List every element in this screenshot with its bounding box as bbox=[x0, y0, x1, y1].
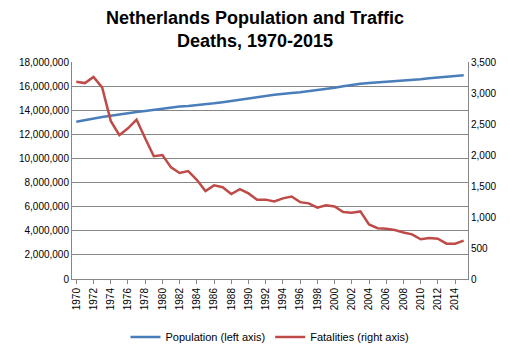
svg-text:500: 500 bbox=[471, 243, 488, 254]
svg-text:1,000: 1,000 bbox=[471, 212, 496, 223]
svg-text:14,000,000: 14,000,000 bbox=[19, 105, 69, 116]
svg-text:1986: 1986 bbox=[208, 288, 219, 311]
svg-text:2012: 2012 bbox=[432, 288, 443, 311]
svg-text:1994: 1994 bbox=[277, 288, 288, 311]
svg-text:2,000: 2,000 bbox=[471, 150, 496, 161]
svg-text:0: 0 bbox=[471, 274, 477, 285]
svg-text:8,000,000: 8,000,000 bbox=[25, 177, 70, 188]
svg-text:2008: 2008 bbox=[398, 288, 409, 311]
svg-text:2014: 2014 bbox=[449, 288, 460, 311]
svg-text:1998: 1998 bbox=[312, 288, 323, 311]
svg-text:1996: 1996 bbox=[294, 288, 305, 311]
svg-text:1980: 1980 bbox=[157, 288, 168, 311]
svg-text:16,000,000: 16,000,000 bbox=[19, 81, 69, 92]
svg-text:1990: 1990 bbox=[243, 288, 254, 311]
svg-text:2006: 2006 bbox=[380, 288, 391, 311]
svg-text:6,000,000: 6,000,000 bbox=[25, 201, 70, 212]
svg-text:2,000,000: 2,000,000 bbox=[25, 249, 70, 260]
svg-text:1,500: 1,500 bbox=[471, 181, 496, 192]
svg-text:1982: 1982 bbox=[174, 288, 185, 311]
svg-text:Fatalities (right axis): Fatalities (right axis) bbox=[310, 331, 408, 343]
svg-text:2010: 2010 bbox=[415, 288, 426, 311]
svg-text:Netherlands Population and Tra: Netherlands Population and TrafficDeaths… bbox=[106, 8, 404, 51]
svg-text:1970: 1970 bbox=[71, 288, 82, 311]
svg-text:0: 0 bbox=[63, 274, 69, 285]
svg-text:3,500: 3,500 bbox=[471, 57, 496, 68]
svg-text:3,000: 3,000 bbox=[471, 88, 496, 99]
svg-text:2000: 2000 bbox=[329, 288, 340, 311]
svg-text:Population (left axis): Population (left axis) bbox=[166, 331, 266, 343]
svg-text:1974: 1974 bbox=[105, 288, 116, 311]
svg-text:4,000,000: 4,000,000 bbox=[25, 225, 70, 236]
svg-text:1972: 1972 bbox=[88, 288, 99, 311]
svg-text:12,000,000: 12,000,000 bbox=[19, 129, 69, 140]
svg-text:10,000,000: 10,000,000 bbox=[19, 153, 69, 164]
svg-text:1984: 1984 bbox=[191, 288, 202, 311]
svg-text:2,500: 2,500 bbox=[471, 119, 496, 130]
svg-text:1992: 1992 bbox=[260, 288, 271, 311]
svg-text:2002: 2002 bbox=[346, 288, 357, 311]
svg-text:1976: 1976 bbox=[122, 288, 133, 311]
svg-text:2004: 2004 bbox=[363, 288, 374, 311]
svg-text:1988: 1988 bbox=[226, 288, 237, 311]
svg-text:18,000,000: 18,000,000 bbox=[19, 57, 69, 68]
svg-text:1978: 1978 bbox=[139, 288, 150, 311]
